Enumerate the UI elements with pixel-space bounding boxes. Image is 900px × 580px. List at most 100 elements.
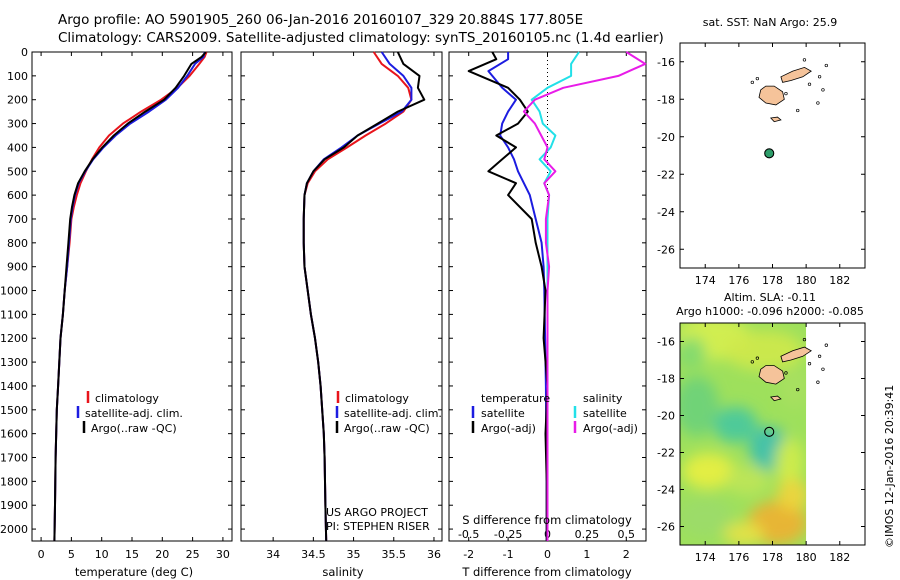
legend-label-satellite: satellite-adj. clim. bbox=[344, 407, 442, 420]
depth-tick-label: 1200 bbox=[0, 332, 28, 345]
sla-anomaly-patch bbox=[776, 479, 807, 512]
vanua-levu-island bbox=[780, 346, 812, 363]
salinity-x-label: salinity bbox=[322, 565, 363, 579]
viti-levu-island bbox=[758, 365, 785, 385]
legend-header-salinity: salinity bbox=[583, 392, 623, 405]
longitude-tick-label: 176 bbox=[728, 551, 749, 564]
islet bbox=[796, 387, 800, 392]
latitude-tick-label: -16 bbox=[657, 336, 675, 349]
islet bbox=[816, 101, 820, 105]
legend-label-temp-satellite: satellite bbox=[481, 407, 525, 420]
depth-tick-label: 100 bbox=[7, 70, 28, 83]
x-tick-label: 34 bbox=[266, 548, 280, 561]
latitude-tick-label: -18 bbox=[657, 373, 675, 386]
depth-tick-label: 200 bbox=[7, 94, 28, 107]
islet bbox=[817, 354, 822, 358]
islet bbox=[824, 63, 828, 68]
depth-tick-label: 1000 bbox=[0, 285, 28, 298]
s-difference-tick-label: 0.25 bbox=[575, 528, 600, 541]
kadavu-island bbox=[769, 395, 782, 402]
longitude-tick-label: 174 bbox=[695, 274, 716, 287]
temperature-profile-panel: 0100200300400500600700800900100011001200… bbox=[0, 46, 233, 561]
pi-annotation: PI: STEPHEN RISER bbox=[326, 520, 430, 533]
sla-anomaly-patch bbox=[713, 406, 758, 443]
islet bbox=[817, 75, 822, 79]
islet bbox=[802, 58, 807, 62]
depth-tick-label: 1400 bbox=[0, 380, 28, 393]
sla-anomaly-patch bbox=[680, 376, 719, 437]
depth-tick-label: 1800 bbox=[0, 475, 28, 488]
fiji-islands bbox=[750, 338, 828, 402]
legend-label-climatology: climatology bbox=[95, 392, 159, 405]
plot-frame bbox=[240, 51, 443, 542]
depth-tick-label: 1600 bbox=[0, 428, 28, 441]
x-tick-label: 30 bbox=[216, 548, 230, 561]
plot-frame bbox=[31, 51, 233, 542]
series-line-salinity-satellite bbox=[530, 51, 580, 541]
series-line-temperature-satellite bbox=[487, 52, 548, 541]
legend-label-satellite: satellite-adj. clim. bbox=[85, 407, 183, 420]
depth-tick-label: 1500 bbox=[0, 404, 28, 417]
x-tick-label: 0 bbox=[544, 548, 551, 561]
sla-anomaly-patch bbox=[680, 497, 734, 538]
fiji-islands bbox=[750, 58, 828, 123]
latitude-tick-label: -22 bbox=[657, 447, 675, 460]
depth-tick-label: 1700 bbox=[0, 452, 28, 465]
longitude-tick-label: 182 bbox=[829, 274, 850, 287]
legend-label-argo: Argo(..raw -QC) bbox=[91, 422, 177, 435]
legend-label-sal-satellite: satellite bbox=[583, 407, 627, 420]
depth-tick-label: 1300 bbox=[0, 356, 28, 369]
x-tick-label: 5 bbox=[68, 548, 75, 561]
x-tick-label: 15 bbox=[125, 548, 139, 561]
depth-tick-label: 400 bbox=[7, 141, 28, 154]
series-line-satellite-adj-clim- bbox=[53, 51, 206, 542]
longitude-tick-label: 176 bbox=[728, 274, 749, 287]
sla-anomaly-patch bbox=[780, 367, 807, 408]
x-tick-label: 10 bbox=[95, 548, 109, 561]
latitude-tick-label: -16 bbox=[657, 56, 675, 69]
project-annotation: US ARGO PROJECT bbox=[326, 506, 428, 519]
islet bbox=[807, 82, 812, 86]
latitude-tick-label: -20 bbox=[657, 410, 675, 423]
latitude-tick-label: -24 bbox=[657, 484, 675, 497]
x-tick-label: 20 bbox=[155, 548, 169, 561]
legend-label-climatology: climatology bbox=[345, 392, 409, 405]
legend-label-argo: Argo(..raw -QC) bbox=[344, 422, 430, 435]
latitude-tick-label: -26 bbox=[657, 521, 675, 534]
islet bbox=[750, 80, 754, 85]
s-difference-tick-label: -0.25 bbox=[494, 528, 522, 541]
depth-tick-label: 700 bbox=[7, 213, 28, 226]
series-line-climatology bbox=[53, 51, 208, 542]
temperature-legend: climatology satellite-adj. clim. Argo(..… bbox=[76, 391, 183, 435]
sla-anomaly-patch bbox=[680, 336, 706, 369]
x-tick-label: -2 bbox=[463, 548, 474, 561]
depth-tick-label: 600 bbox=[7, 189, 28, 202]
legend-label-temp-argo: Argo(-adj) bbox=[481, 422, 536, 435]
viti-levu-island bbox=[758, 85, 785, 106]
depth-tick-label: 1100 bbox=[0, 308, 28, 321]
depth-tick-label: 500 bbox=[7, 165, 28, 178]
figure-title-line2: Climatology: CARS2009. Satellite-adjuste… bbox=[58, 30, 664, 46]
series-line-salinity-argo-adj- bbox=[522, 51, 647, 541]
sla-heatmap bbox=[680, 323, 807, 545]
kadavu-island bbox=[769, 116, 782, 123]
islet bbox=[802, 338, 807, 342]
x-tick-label: 25 bbox=[186, 548, 200, 561]
t-difference-x-label: T difference from climatology bbox=[461, 565, 632, 579]
depth-tick-label: 800 bbox=[7, 237, 28, 250]
sla-anomaly-patch bbox=[682, 453, 735, 489]
longitude-tick-label: 174 bbox=[695, 551, 716, 564]
s-difference-tick-label: -0.5 bbox=[458, 528, 479, 541]
islet bbox=[784, 91, 788, 96]
latitude-tick-label: -20 bbox=[657, 131, 675, 144]
s-difference-tick-label: 0.5 bbox=[618, 528, 636, 541]
s-difference-x-label: S difference from climatology bbox=[462, 513, 632, 527]
sla-anomaly-patch bbox=[775, 437, 804, 486]
latitude-tick-label: -26 bbox=[657, 243, 675, 256]
vanua-levu-island bbox=[780, 66, 812, 83]
islet bbox=[755, 76, 760, 81]
sla-anomaly-patch bbox=[725, 465, 770, 496]
figure-title-line1: Argo profile: AO 5901905_260 06-Jan-2016… bbox=[58, 12, 583, 28]
series-line-argo-raw-qc- bbox=[302, 51, 426, 542]
